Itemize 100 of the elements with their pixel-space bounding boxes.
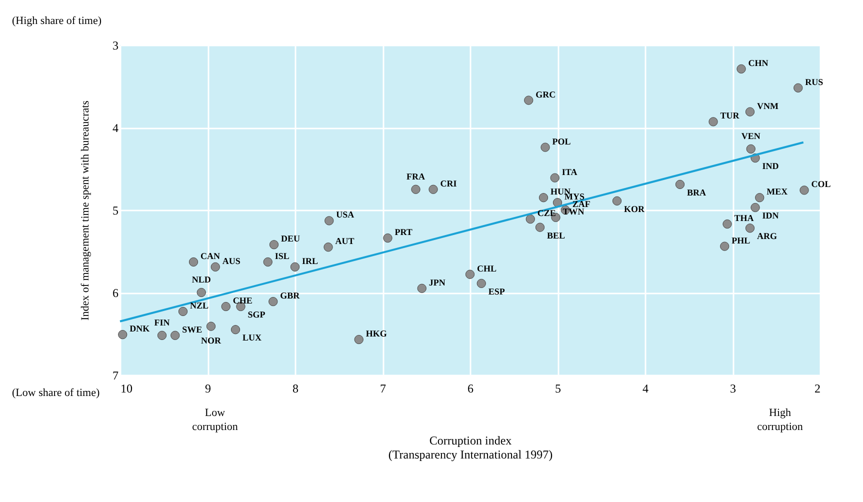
x-tick-label: 6 [468, 382, 474, 396]
annotation: FIN [154, 317, 170, 328]
annotation: CRI [440, 178, 458, 188]
x-tick-label: 9 [205, 382, 211, 396]
annotation: IDN [762, 210, 780, 221]
annotation: IRL [302, 256, 318, 266]
text: High corruption [757, 407, 804, 433]
annotation: GRC [536, 89, 556, 100]
annotation: KOR [624, 204, 645, 214]
annotation: ZAF [572, 199, 591, 209]
annotation: AUT [335, 236, 354, 246]
point [411, 184, 420, 194]
annotation: NLD [192, 274, 212, 284]
x-tick-label: 3 [730, 382, 736, 396]
annotation: POL [552, 136, 571, 146]
point [118, 330, 128, 340]
point [170, 330, 180, 340]
annotation: RUS [805, 76, 824, 87]
annotation: AUS [222, 256, 240, 266]
annotation: SGP [248, 310, 266, 320]
annotation: NOR [201, 335, 222, 346]
annotation: SWE [182, 324, 202, 334]
x-axis-title: Corruption index (Transparency International 1997) [388, 434, 553, 462]
annotation: JPN [428, 277, 446, 288]
point [720, 242, 730, 251]
point [526, 214, 535, 224]
x-tick-label: 10 [120, 382, 132, 396]
point [538, 193, 548, 202]
y-tick-label: 6 [112, 286, 118, 300]
annotation: BEL [547, 230, 566, 240]
point [612, 196, 622, 206]
point [230, 325, 240, 334]
y-tick-label: 5 [112, 204, 118, 218]
x-tick-label: 5 [555, 382, 561, 396]
point [745, 107, 755, 116]
point [221, 302, 230, 312]
annotation: VEN [741, 130, 761, 141]
annotation: CHL [477, 263, 497, 274]
y-axis-title: Index of management time spent with bureaucrats [80, 100, 92, 320]
point [465, 270, 475, 279]
point [535, 222, 545, 232]
annotation: PHL [732, 235, 750, 246]
annotation: COL [811, 179, 831, 190]
x-tick-label: 7 [380, 382, 386, 396]
annotation: NZL [190, 300, 209, 310]
annotation: MEX [766, 186, 788, 197]
point [540, 142, 550, 152]
point [157, 330, 167, 340]
annotation: GBR [280, 290, 300, 301]
point [708, 117, 718, 126]
point [206, 322, 216, 331]
point [324, 216, 334, 226]
annotation: DEU [281, 234, 300, 244]
point [354, 334, 364, 344]
annotation: THA [734, 213, 754, 224]
y-tick-label: 4 [112, 121, 118, 135]
point [417, 284, 426, 293]
point [550, 173, 560, 182]
point [269, 240, 279, 250]
point [736, 64, 746, 74]
point [746, 144, 756, 154]
annotation: IND [762, 161, 780, 172]
annotation: BRA [687, 187, 706, 198]
text: (High share of time) [12, 15, 102, 27]
point [800, 186, 809, 195]
annotation: TUR [720, 110, 740, 121]
annotation: CHE [232, 296, 252, 306]
annotation: FRA [406, 171, 426, 182]
x-tick-label: 4 [642, 382, 648, 396]
annotation: CZE [537, 208, 556, 218]
point [263, 257, 272, 267]
y-tick-label: 3 [112, 38, 118, 52]
point [290, 262, 300, 272]
point [675, 180, 685, 189]
annotation: HKG [366, 328, 387, 339]
text: (Low share of time) [12, 387, 100, 399]
annotation: TWN [562, 206, 585, 216]
point [210, 262, 220, 272]
point [383, 233, 392, 243]
annotation: CHN [748, 58, 769, 68]
point [750, 202, 760, 212]
x-tick-label: 2 [814, 382, 820, 396]
point [755, 193, 764, 202]
point [745, 224, 755, 233]
point [524, 96, 534, 105]
point [722, 219, 732, 229]
point [552, 198, 562, 208]
annotation: VNM [757, 100, 779, 111]
point [428, 184, 438, 194]
y-tick-label: 7 [112, 368, 118, 382]
point [188, 257, 198, 267]
point [196, 288, 206, 298]
annotation: ITA [562, 166, 578, 177]
annotation: PRT [394, 227, 412, 238]
annotation: ESP [488, 286, 506, 296]
text: Low corruption [192, 407, 238, 433]
point [794, 83, 803, 92]
point [268, 297, 278, 306]
point [476, 278, 486, 288]
annotation: LUX [242, 332, 262, 343]
